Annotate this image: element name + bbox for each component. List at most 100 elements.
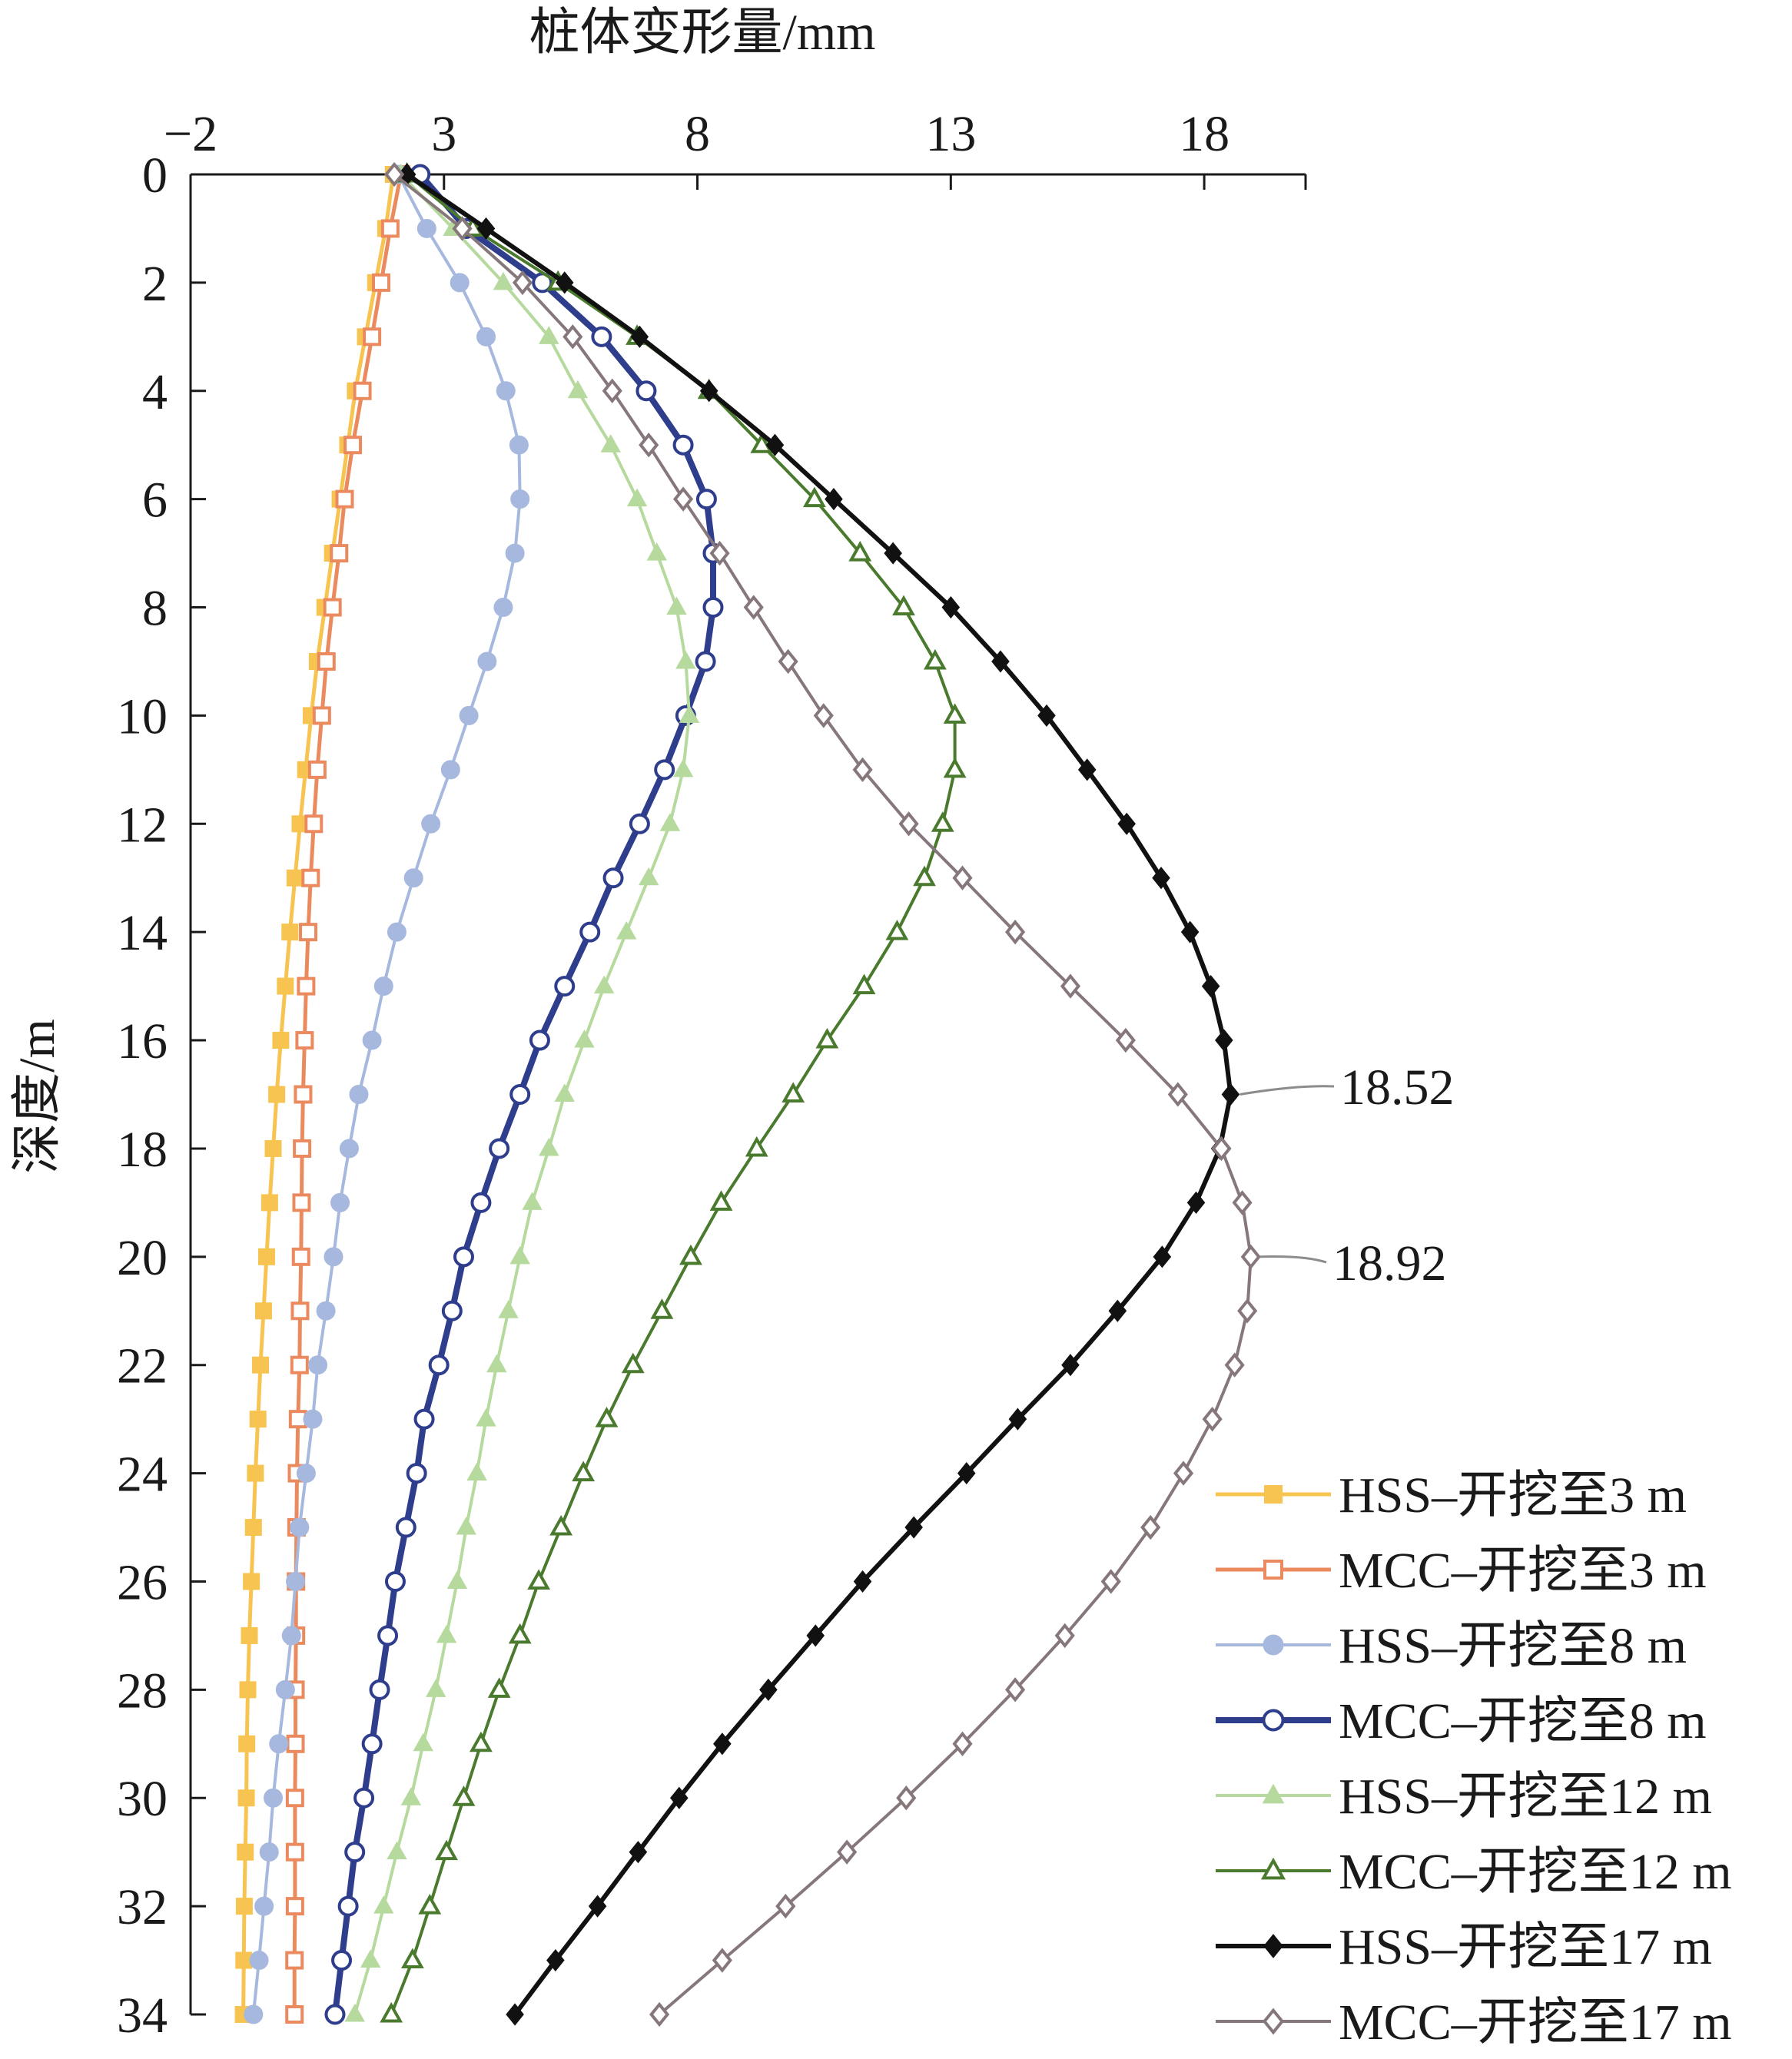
data-point-diamond [957,1461,976,1485]
data-point-diamond [1167,1082,1188,1107]
data-point-diamond [1237,1298,1258,1324]
data-point-square [330,544,349,563]
data-point-diamond [602,378,622,403]
data-point-circle [361,1733,383,1755]
data-point-square [254,1302,272,1320]
data-point-circle [349,1085,369,1104]
y-tick-label: 8 [142,581,168,637]
data-point-circle [362,1030,382,1050]
data-point-circle [459,705,479,725]
data-point-square [363,327,382,346]
data-point-square [290,1301,310,1321]
data-point-circle [286,1571,306,1591]
data-point-diamond [1117,812,1136,835]
annotation-leader-line [1259,1255,1327,1264]
data-point-circle [387,922,407,942]
data-point-diamond [813,703,834,728]
data-point-diamond [639,433,659,458]
data-point-circle [344,1842,366,1863]
x-tick-label: −2 [164,106,217,162]
legend-item-hss-17m: HSS–开挖至17 m [1216,1919,1712,1975]
data-point-triangle [456,1516,477,1535]
data-point-circle [353,1787,375,1809]
data-point-diamond [1202,1406,1223,1432]
legend-marker-square [1264,1485,1283,1504]
x-tick-label: 18 [1179,106,1230,162]
legend-marker-circle [1263,1634,1284,1656]
data-point-triangle [675,650,696,669]
data-point-circle [470,1192,492,1213]
data-point-square [237,1789,255,1807]
legend-marker-diamond [1262,2008,1285,2035]
data-point-diamond [452,216,473,241]
data-point-triangle [745,1136,768,1157]
legend-marker-square [1263,1560,1283,1580]
data-point-square [285,1951,304,1970]
y-tick-label: 30 [117,1771,168,1827]
legend-item-hss-8m: HSS–开挖至8 m [1216,1618,1687,1674]
data-point-diamond [765,433,785,456]
data-point-square [239,1681,257,1699]
data-point-square [235,1951,253,1969]
data-point-diamond [555,271,574,294]
data-point-square [292,1193,311,1212]
y-tick-label: 14 [117,905,168,961]
data-point-triangle [616,921,637,940]
data-point-triangle [418,1894,442,1915]
data-point-circle [453,1246,474,1268]
data-point-triangle [666,596,687,615]
data-point-diamond [1037,704,1056,728]
data-point-triangle [554,1083,575,1102]
series-hss-17m [397,163,1240,2026]
data-point-square [285,1789,304,1808]
data-point-circle [496,381,516,401]
data-point-circle [249,1951,269,1971]
data-point-triangle [527,1569,551,1590]
data-point-square [304,814,324,834]
data-point-diamond [562,324,583,350]
data-point-triangle [539,326,559,344]
data-point-circle [421,814,441,834]
data-point-triangle [470,1731,493,1752]
data-point-diamond [649,2001,670,2028]
data-point-diamond [630,325,649,348]
data-point-triangle [659,813,681,831]
data-point-circle [373,976,393,996]
data-point-square [264,1139,282,1157]
data-point-circle [331,1950,353,1971]
legend-label: MCC–开挖至12 m [1339,1844,1732,1900]
data-point-triangle [446,1570,468,1589]
legend-label: HSS–开挖至3 m [1339,1467,1687,1524]
x-tick-label: 8 [685,106,710,162]
data-point-square [237,1843,254,1861]
data-point-triangle [852,973,876,995]
y-tick-label: 26 [117,1554,168,1610]
data-point-square [252,1356,270,1374]
data-point-diamond [384,161,405,187]
data-point-circle [529,1030,550,1051]
data-point-diamond [775,1893,796,1919]
data-point-square [243,1573,261,1590]
data-point-diamond [1201,975,1220,998]
data-point-triangle [380,2001,403,2023]
data-point-diamond [884,542,902,565]
data-point-square [249,1411,267,1428]
data-point-square [301,868,320,887]
data-point-triangle [344,2003,365,2022]
data-point-triangle [476,1408,496,1427]
legend-item-hss-12m: HSS–开挖至12 m [1216,1769,1712,1825]
data-point-triangle [413,1732,433,1752]
data-point-square [295,1031,314,1050]
data-point-circle [330,1192,350,1212]
data-point-square [281,923,299,941]
data-point-diamond [1153,1245,1172,1268]
data-point-square [285,2005,304,2024]
data-point-circle [308,1355,328,1375]
data-point-square [323,598,342,617]
data-point-square [261,1194,278,1212]
data-point-circle [476,327,496,346]
data-point-triangle [360,1949,381,1968]
data-point-circle [505,543,525,563]
legend-label: HSS–开挖至8 m [1339,1618,1687,1674]
